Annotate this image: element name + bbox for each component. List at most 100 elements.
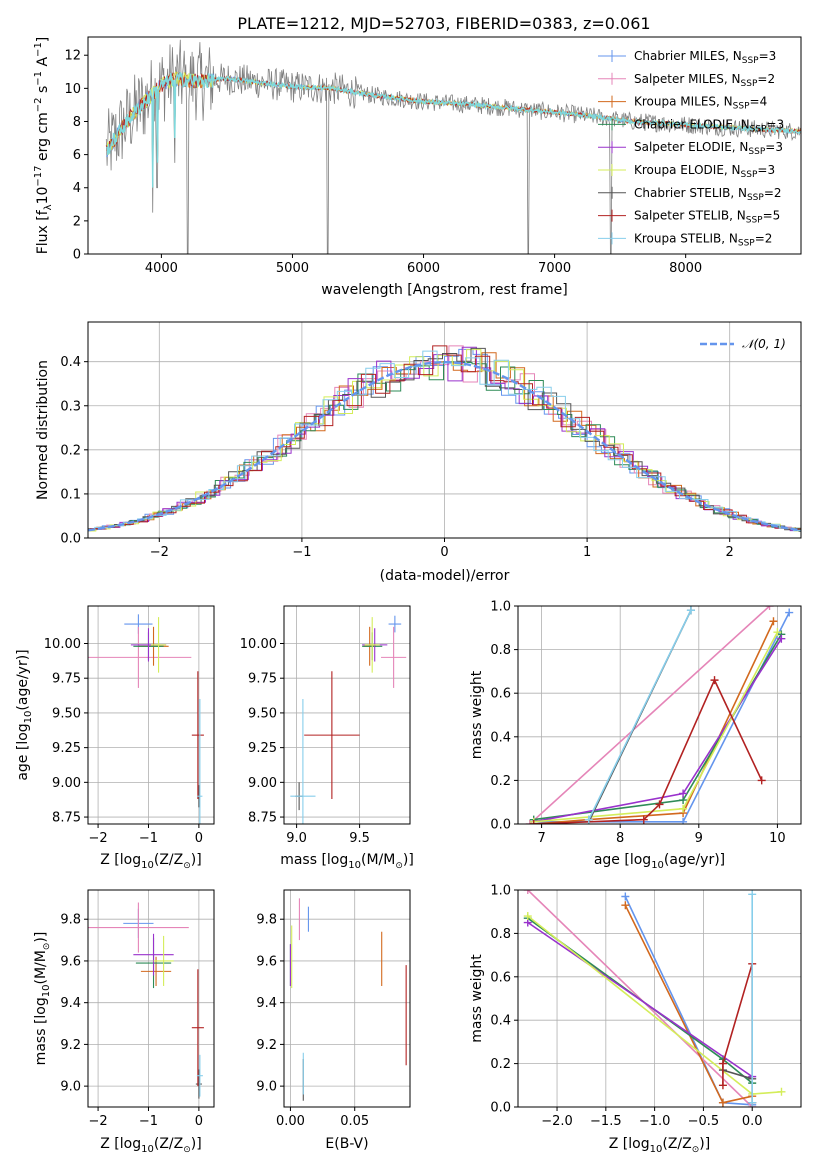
y-tick-label: 9.00 (248, 776, 277, 791)
x-tick-label: −2 (88, 1114, 107, 1129)
legend-label-kroupa_elodie: Kroupa ELODIE, NSSP=3 (634, 163, 775, 180)
legend-label-salpeter_miles: Salpeter MILES, NSSP=2 (634, 72, 775, 89)
x-axis-label: Z [log10(Z/Z⊙)] (609, 1136, 710, 1155)
legend-label-kroupa_miles: Kroupa MILES, NSSP=4 (634, 95, 767, 112)
y-tick-label: 2 (73, 214, 81, 229)
weight-marker-salpeter_stelib (757, 776, 766, 785)
spectrum-panel: 4000 5000 6000 7000 8000 0 2 4 6 8 10 12 wavelength … (33, 36, 802, 298)
y-tick-label: 10 (64, 82, 81, 97)
plot-area (88, 614, 204, 824)
y-tick-label: 9.8 (60, 913, 81, 928)
plot-area (290, 615, 407, 824)
y-tick-label: 9.6 (256, 954, 277, 969)
x-axis-label: mass [log10(M/M⊙)] (280, 852, 414, 871)
weight-marker-kroupa_elodie (777, 1087, 786, 1096)
y-tick-label: 0.6 (490, 970, 511, 985)
mass-vs-extinction-panel: 0.00 0.05 9.0 9.2 9.4 9.6 9.8 E(B-V) (256, 889, 411, 1152)
x-tick-label: 2 (726, 545, 734, 560)
legend-label-kroupa_stelib: Kroupa STELIB, NSSP=2 (634, 231, 772, 248)
weight-marker-salpeter_stelib (639, 815, 648, 824)
y-tick-label: 0.8 (490, 927, 511, 942)
legend-label-chabrier_elodie: Chabrier ELODIE, NSSP=3 (634, 117, 784, 134)
axes-frame (87, 605, 215, 825)
y-axis-label: mass [log10(M/M⊙)] (33, 932, 52, 1066)
y-tick-label: 0.0 (490, 1101, 511, 1116)
x-tick-label: −1 (139, 831, 158, 846)
x-tick-label: 9.0 (286, 831, 307, 846)
residual-histogram-kroupa_elodie (88, 349, 801, 532)
weight-marker-kroupa_stelib (748, 1098, 757, 1107)
y-tick-label: 9.00 (52, 776, 81, 791)
age-vs-metallicity-panel: −2 −1 0 8.75 9.00 9.25 9.50 9.75 10.00 Z [log10(Z… (15, 605, 215, 871)
x-tick-label: 8000 (669, 261, 702, 276)
x-axis-label: age [log10(age/yr)] (594, 852, 725, 871)
weight-marker-salpeter_stelib (710, 676, 719, 685)
y-tick-label: 9.2 (60, 1038, 81, 1053)
weight-marker-chabrier_miles (679, 817, 688, 824)
y-axis-label: age [log10(age/yr)] (15, 649, 34, 780)
residual-histogram-kroupa_stelib (88, 350, 801, 532)
y-tick-label: 9.75 (52, 672, 81, 687)
y-tick-label: 0.1 (60, 487, 81, 502)
y-tick-label: 0.2 (490, 774, 511, 789)
y-tick-label: 0.4 (490, 730, 511, 745)
y-axis-label: mass weight (469, 954, 485, 1043)
y-tick-label: 9.0 (60, 1080, 81, 1095)
residual-histogram-salpeter_stelib (88, 345, 801, 531)
x-tick-label: −2.0 (541, 1114, 573, 1129)
y-tick-label: 0 (73, 248, 81, 263)
y-tick-label: 9.8 (256, 913, 277, 928)
x-tick-label: 0.05 (340, 1114, 369, 1129)
weight-marker-kroupa_elodie (679, 804, 688, 813)
y-tick-label: 9.2 (256, 1038, 277, 1053)
x-tick-label: 9 (695, 831, 703, 846)
weight-marker-salpeter_stelib (529, 820, 538, 824)
x-tick-label: 5000 (276, 261, 309, 276)
x-tick-label: 0.00 (276, 1114, 305, 1129)
x-tick-label: 7 (537, 831, 545, 846)
x-tick-label: −0.5 (688, 1114, 720, 1129)
axes-frame (87, 36, 802, 255)
y-tick-label: 9.0 (256, 1080, 277, 1095)
weight-marker-kroupa_elodie (773, 628, 782, 637)
y-tick-label: 1.0 (490, 600, 511, 615)
y-tick-label: 8.75 (248, 811, 277, 826)
y-tick-label: 0.2 (60, 443, 81, 458)
y-tick-label: 0.4 (490, 1014, 511, 1029)
weight-line-salpeter_elodie (527, 921, 753, 1078)
weight-marker-salpeter_elodie (679, 789, 688, 798)
model-spectrum-line (106, 72, 801, 188)
x-tick-label: −2 (88, 831, 107, 846)
x-tick-label: −1 (139, 1114, 158, 1129)
axes-frame (283, 605, 411, 825)
weight-line-chabrier_stelib (722, 1069, 753, 1080)
mass-vs-metallicity-panel: −2 −1 0 9.0 9.2 9.4 9.6 9.8 Z [log10(Z/Z⊙)] mass … (33, 889, 215, 1155)
weight-line-kroupa_stelib (588, 610, 692, 820)
y-tick-label: 0.3 (60, 399, 81, 414)
x-tick-label: 0 (195, 1114, 203, 1129)
x-tick-label: 8 (616, 831, 624, 846)
y-axis-label: mass weight (469, 670, 485, 759)
x-tick-label: 6000 (407, 261, 440, 276)
plot-area (88, 902, 204, 1099)
y-tick-label: 9.25 (248, 741, 277, 756)
weight-marker-kroupa_miles (718, 1098, 727, 1107)
x-tick-label: 0 (440, 545, 448, 560)
weight-line-chabrier_elodie (533, 633, 782, 821)
y-tick-label: 0.2 (490, 1057, 511, 1072)
weight-marker-kroupa_stelib (686, 606, 695, 615)
weight-marker-kroupa_miles (769, 617, 778, 626)
residuals-panel: −2 −1 0 1 2 0.0 0.1 0.2 0.3 0.4 (data-model)/error… (35, 321, 802, 584)
y-tick-label: 8.75 (52, 811, 81, 826)
axes-frame (87, 889, 215, 1108)
x-tick-label: 0.0 (742, 1114, 763, 1129)
plot-area (525, 606, 794, 824)
x-tick-label: −2 (150, 545, 169, 560)
x-tick-label: 1 (583, 545, 591, 560)
y-tick-label: 9.50 (248, 706, 277, 721)
age-vs-mass-panel: 9.0 9.5 8.75 9.00 9.25 9.50 9.75 10.00 mass [log… (240, 605, 414, 871)
y-axis-label: Flux [fλ10−17 erg cm−2 s−1 A−1] (33, 37, 54, 255)
axes-frame (517, 605, 802, 825)
weight-marker-salpeter_miles (523, 890, 532, 894)
